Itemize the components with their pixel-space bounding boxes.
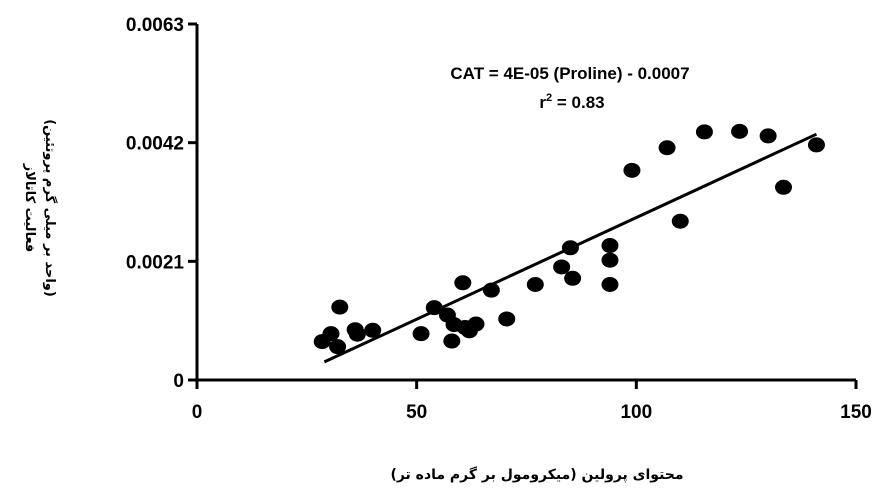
data-point: [807, 137, 825, 153]
data-point: [364, 322, 382, 338]
data-point: [454, 275, 472, 291]
data-point: [526, 277, 544, 293]
data-point: [731, 123, 749, 139]
x-tick-label: 100: [620, 402, 652, 423]
data-point: [322, 326, 340, 342]
r-squared-prefix: r: [539, 93, 546, 112]
data-point: [331, 299, 349, 315]
y-tick-label: 0.0063: [126, 15, 184, 36]
data-point: [412, 326, 430, 342]
y-axis-label-line-1: فعالیت کاتالاز: [22, 163, 37, 253]
data-point: [348, 326, 366, 342]
data-point: [564, 270, 582, 286]
data-point: [425, 300, 443, 316]
y-axis-label: فعالیت کاتالاز (واحد بر میلی گرم پروتئین…: [22, 119, 58, 297]
data-point: [443, 333, 461, 349]
y-tick-label: 0: [173, 371, 184, 392]
data-point: [601, 252, 619, 268]
plot-area: 0 0.0021 0.0042 0.0063 0 50 100 150: [126, 15, 872, 423]
data-point: [329, 339, 347, 355]
data-point: [498, 311, 516, 327]
data-point: [467, 316, 485, 332]
data-point: [658, 140, 676, 156]
data-point: [775, 179, 793, 195]
y-axis-label-line-2: (واحد بر میلی گرم پروتئین): [42, 119, 58, 297]
data-point: [623, 162, 641, 178]
y-tick-label: 0.0021: [126, 252, 185, 273]
data-point: [482, 282, 500, 298]
r-squared-superscript: 2: [546, 92, 552, 104]
x-axis-label: محتوای پرولین (میکرومول بر گرم ماده تر): [390, 466, 683, 483]
r-squared: r2 = 0.83: [539, 92, 604, 112]
data-point: [601, 277, 619, 293]
y-tick-label: 0.0042: [126, 134, 184, 155]
regression-equation: CAT = 4E-05 (Proline) - 0.0007: [450, 64, 689, 83]
data-point: [759, 128, 777, 144]
x-tick-label: 0: [192, 402, 203, 423]
data-point: [553, 259, 571, 275]
data-point: [695, 124, 713, 140]
data-point: [601, 238, 619, 254]
x-tick-label: 50: [406, 402, 427, 423]
data-point: [561, 240, 579, 256]
data-point: [671, 213, 689, 229]
x-tick-label: 150: [840, 402, 872, 423]
r-squared-value: = 0.83: [552, 93, 604, 112]
